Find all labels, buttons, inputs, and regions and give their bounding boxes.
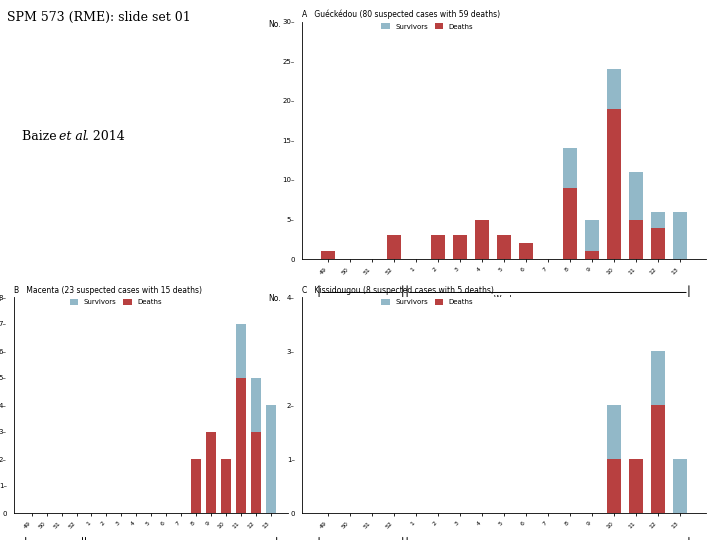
Text: . 2014: . 2014	[85, 130, 125, 143]
Bar	[192, 459, 201, 513]
Bar	[585, 220, 599, 251]
Bar	[673, 212, 688, 259]
Bar	[497, 235, 511, 259]
Bar	[629, 220, 643, 259]
Bar	[651, 212, 665, 227]
Legend: Survivors, Deaths: Survivors, Deaths	[379, 21, 476, 32]
Bar	[585, 251, 599, 259]
Text: Baize: Baize	[22, 130, 60, 143]
Y-axis label: No.: No.	[268, 20, 281, 29]
Legend: Survivors, Deaths: Survivors, Deaths	[67, 296, 165, 308]
Bar	[387, 235, 401, 259]
Bar	[221, 459, 230, 513]
Legend: Survivors, Deaths: Survivors, Deaths	[379, 296, 476, 308]
Bar	[266, 405, 276, 513]
Bar	[236, 324, 246, 378]
Text: 2014: 2014	[539, 316, 557, 322]
Bar	[651, 351, 665, 405]
Bar	[453, 235, 467, 259]
Bar	[651, 405, 665, 513]
Bar	[431, 235, 445, 259]
Bar	[563, 188, 577, 259]
Text: et al: et al	[59, 130, 87, 143]
Bar	[673, 459, 688, 513]
Text: 2013: 2013	[352, 316, 370, 322]
Text: A   Guéckédou (80 suspected cases with 59 deaths): A Guéckédou (80 suspected cases with 59 …	[302, 10, 500, 19]
Bar	[320, 251, 335, 259]
Bar	[607, 405, 621, 459]
Bar	[607, 459, 621, 513]
Bar	[236, 378, 246, 513]
Text: C   Kissidougou (8 suspected cases with 5 deaths): C Kissidougou (8 suspected cases with 5 …	[302, 286, 494, 295]
Bar	[251, 432, 261, 513]
Text: SPM 573 (RME): slide set 01: SPM 573 (RME): slide set 01	[7, 11, 191, 24]
Bar	[629, 172, 643, 220]
Bar	[206, 432, 216, 513]
Bar	[607, 69, 621, 109]
X-axis label: Week: Week	[494, 295, 514, 305]
Bar	[607, 109, 621, 259]
Bar	[474, 220, 489, 259]
Y-axis label: No.: No.	[268, 294, 281, 303]
Bar	[651, 227, 665, 259]
Bar	[563, 148, 577, 188]
Y-axis label: No.: No.	[0, 294, 1, 303]
Bar	[629, 459, 643, 513]
Bar	[251, 378, 261, 432]
Bar	[519, 244, 534, 259]
Text: B   Macenta (23 suspected cases with 15 deaths): B Macenta (23 suspected cases with 15 de…	[14, 286, 202, 295]
